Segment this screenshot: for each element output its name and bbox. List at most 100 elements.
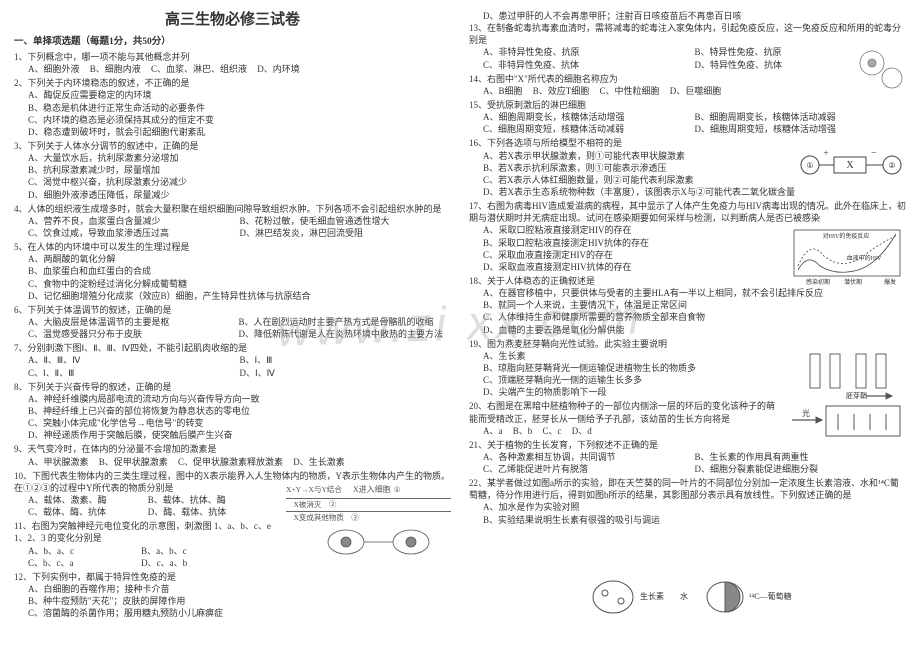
q12-optC: C、溶菌酶的杀菌作用；服用糖丸预防小儿麻痹症 — [28, 607, 451, 619]
q14-optB: B、效应T细胞 — [533, 85, 590, 97]
q17-optC: C、采取血液直接测定HIV的存在 — [483, 249, 784, 261]
q20-optB: B、b — [513, 425, 533, 437]
q6-optA: A、大脑皮层是体温调节的主要是枢 — [28, 316, 230, 328]
q19-optC: C、顶端胚芽鞘向光一侧的运输生长多多 — [483, 374, 792, 386]
q16-optB: B、若X表示抗利尿激素，则①可能表示渗透压 — [483, 162, 792, 174]
q15: 15、受抗原刺激后的淋巴细胞 A、细胞周期变长，核糖体活动增强 B、细胞周期变长… — [469, 99, 906, 135]
q12-optA: A、白细胞的吞噬作用；接种卡介苗 — [28, 583, 451, 595]
q10-optC: C、载体、酶、抗体 — [28, 506, 140, 518]
q9: 9、天气变冷时，在体内的分泌量不会增加的激素是 A、甲状腺激素 B、促甲状腺激素… — [14, 443, 451, 467]
q12-optD: D、患过甲肝的人不会再患甲肝；注射百日咳疫苗后不再患百日咳 — [469, 10, 906, 22]
q20-optD: D、d — [572, 425, 592, 437]
q7-optC: C、Ⅰ、Ⅱ、Ⅲ — [28, 367, 232, 379]
svg-text:②: ② — [888, 161, 895, 170]
q8-optA: A、神经纤维膜内局部电流的流动方向与兴奋传导方向一致 — [28, 393, 451, 405]
q2-optB: B、稳态是机体进行正常生命活动的必要条件 — [28, 102, 451, 114]
q10: 10、下图代表生物体内的三类生理过程，图中的X表示能界入人生物体内的物质，Y表示… — [14, 470, 451, 519]
q8-optC: C、突触小体完成"化学信号→电信号"的转变 — [28, 417, 451, 429]
q13: 13、在制备蛇毒抗毒素血清时，需将减毒的蛇毒注入家兔体内，引起免疫反应，这一免疫… — [469, 22, 906, 71]
q12: 12、下列实例中，都属于特异性免疫的是 A、白细胞的吞噬作用；接种卡介苗 B、种… — [14, 571, 451, 620]
q1-optB: B、细胞内液 — [90, 63, 141, 75]
q22-optA: A、加水是作为实验对照 — [483, 501, 775, 513]
q14-stem: 14、右图中"X"所代表的细胞名称应为 — [469, 73, 906, 85]
q6-optD: D、降低新陈代谢是人在炎热环境中散热的主要方法 — [238, 328, 443, 340]
q9-optD: D、生长激素 — [293, 456, 345, 468]
q20: 20、右图是在黑暗中胚植物种子的一部位内侧涂一层的环后的变化该种子的萌能而受精改… — [469, 400, 906, 436]
q6-stem: 6、下列关于体温调节的叙述，正确的是 — [14, 304, 451, 316]
q2-stem: 2、下列关于内环境稳态的叙述，不正确的是 — [14, 77, 451, 89]
q14-optD: D、巨噬细胞 — [670, 85, 722, 97]
q19: 19、图为燕麦胚芽鞘向光性试验。此实验主要说明 A、生长素 B、琼脂向胚芽鞘背光… — [469, 338, 906, 399]
q11-figure — [311, 520, 451, 565]
q20-optC: C、c — [543, 425, 562, 437]
q14-figure — [852, 43, 910, 98]
q6-optB: B、人在剧烈运动时主要产热方式是骨骼肌的收缩 — [238, 316, 443, 328]
q9-optA: A、甲状腺激素 — [28, 456, 89, 468]
q8-stem: 8、下列关于兴奋传导的叙述，正确的是 — [14, 381, 451, 393]
q22-stem: 22、某学者做过如图a所示的实验，即在天竺葵的同一叶片的不同部位分别加一定浓度生… — [469, 477, 906, 501]
q18-optC: C、人体维持生命和健康所需要的营养物质全部来自食物 — [483, 311, 906, 323]
q14-optC: C、中性粒细胞 — [600, 85, 660, 97]
q4: 4、人体的组织液生成增多时，就会大量积聚在组织细胞间隙导致组织水肿。下列各项不会… — [14, 203, 451, 239]
leaf-a-icon: 生长素 — [589, 577, 664, 617]
q21: 21、关于植物的生长发育，下列叙述不正确的是 A、各种激素相互协调，共同调节 B… — [469, 439, 906, 475]
q3-optA: A、大量饮水后，抗利尿激素分泌增加 — [28, 152, 451, 164]
q22-optB: B、实验结果说明生长素有很强的吸引与调运 — [483, 514, 775, 526]
q1: 1、下列概念中，哪一项不能与其他概念并列 A、细胞外液 B、细胞内液 C、血浆、… — [14, 51, 451, 75]
q3-optB: B、抗利尿激素减少时，尿量增加 — [28, 164, 451, 176]
q2-optA: A、酶促反应需要稳定的内环境 — [28, 89, 451, 101]
q21-optA: A、各种激素相互协调，共同调节 — [483, 451, 687, 463]
svg-text:−: − — [871, 149, 877, 159]
q1-stem: 1、下列概念中，哪一项不能与其他概念并列 — [14, 51, 451, 63]
q1-optD: D、内环境 — [257, 63, 300, 75]
q7-optA: A、Ⅱ、Ⅲ、Ⅳ — [28, 354, 232, 366]
q18-optB: B、就同一个人来说，主要情况下，体温是正常区间 — [483, 299, 906, 311]
q11-stem: 11、右图为突触神经元电位变化的示意图，刺激图 1、a、b、c、e 1、2、3 … — [14, 520, 285, 544]
q4-optA: A、营养不良，血浆蛋白含量减少 — [28, 215, 232, 227]
q5: 5、在人体的内环境中可以发生的生理过程是 A、两酮酸的氧化分解 B、血浆蛋白和血… — [14, 241, 451, 302]
q10-figure: X+Y→X与Y结合 X进入细胞① X被消灭 ② X变成其他物质 ③ — [286, 482, 451, 524]
q2-optD: D、稳态遭到破坏时，就会引起细胞代谢紊乱 — [28, 126, 451, 138]
q17-stem: 17、右图为病毒HIV造成爱滋病的病程，其中显示了人体产生免疫力与HIV病毒出现… — [469, 200, 906, 224]
q13-stem: 13、在制备蛇毒抗毒素血清时，需将减毒的蛇毒注入家兔体内，引起免疫反应，这一免疫… — [469, 22, 906, 46]
glucose-label: ¹⁴C—葡萄糖 — [749, 592, 792, 603]
left-column: 高三生物必修三试卷 一、单择项选题（每题1分，共50分） 1、下列概念中，哪一项… — [14, 10, 451, 621]
q19-optD: D、尖端产生的物质影响下一段 — [483, 386, 792, 398]
q4-optB: B、花粉过敏，使毛细血管通透性增大 — [240, 215, 444, 227]
q20-optA: A、a — [483, 425, 503, 437]
q11-optB: B、a、b、c — [141, 545, 246, 557]
q11-optC: C、b、c、a — [28, 557, 133, 569]
q10-optA: A、载体、激素、酶 — [28, 494, 140, 506]
q8-optD: D、神经递质作用于突触后膜，使突触后膜产生兴奋 — [28, 429, 451, 441]
q13-optA: A、非特异性免疫、抗原 — [483, 46, 687, 58]
q3-optC: C、渴觉中枢兴奋，抗利尿激素分泌减少 — [28, 176, 451, 188]
q3-optD: D、细胞外液渗透压降低，尿量减少 — [28, 189, 451, 201]
q16-figure: ① X ② + − — [796, 149, 906, 181]
q16-stem: 16、下列各选项与所给模型不相符的是 — [469, 137, 906, 149]
svg-text:X: X — [846, 160, 854, 171]
svg-text:血液中的HIV: 血液中的HIV — [847, 254, 882, 262]
q22-figure: 生长素 水 ¹⁴C—葡萄糖 — [589, 577, 792, 617]
q22: 22、某学者做过如图a所示的实验，即在天竺葵的同一叶片的不同部位分别加一定浓度生… — [469, 477, 906, 526]
svg-text:胚芽鞘: 胚芽鞘 — [846, 391, 867, 400]
q4-optD: D、淋巴结发炎，淋巴回流受阻 — [240, 227, 444, 239]
q6-optC: C、温觉感受器只分布于皮肤 — [28, 328, 230, 340]
q5-optB: B、血浆蛋白和血红蛋白的合成 — [28, 265, 451, 277]
q21-stem: 21、关于植物的生长发育，下列叙述不正确的是 — [469, 439, 906, 451]
q7-stem: 7、分别刺激下图Ⅰ、Ⅱ、Ⅲ、Ⅳ四处，不能引起肌肉收缩的是 — [14, 342, 451, 354]
q9-stem: 9、天气变冷时，在体内的分泌量不会增加的激素是 — [14, 443, 451, 455]
q5-optA: A、两酮酸的氧化分解 — [28, 253, 451, 265]
exam-title: 高三生物必修三试卷 — [14, 10, 451, 30]
q21-optD: D、细胞分裂素能促进细胞分裂 — [695, 463, 899, 475]
q10-optB: B、载体、抗体、酶 — [148, 494, 260, 506]
q16-optC: C、若X表示人体红细胞数量，则②可能代表利尿激素 — [483, 174, 792, 186]
q16-optA: A、若X表示甲状腺激素，则①可能代表甲状腺激素 — [483, 150, 792, 162]
leaf-a-label-1: 生长素 — [640, 592, 664, 603]
q9-optC: C、促甲状腺激素释放激素 — [178, 456, 283, 468]
q7-optB: B、Ⅰ、Ⅲ — [240, 354, 444, 366]
q14-optA: A、B细胞 — [483, 85, 523, 97]
q19-optA: A、生长素 — [483, 350, 792, 362]
svg-text:对HIV的免疫反应: 对HIV的免疫反应 — [823, 232, 870, 240]
q4-stem: 4、人体的组织液生成增多时，就会大量积聚在组织细胞间隙导致组织水肿。下列各项不会… — [14, 203, 451, 215]
q5-stem: 5、在人体的内环境中可以发生的生理过程是 — [14, 241, 451, 253]
